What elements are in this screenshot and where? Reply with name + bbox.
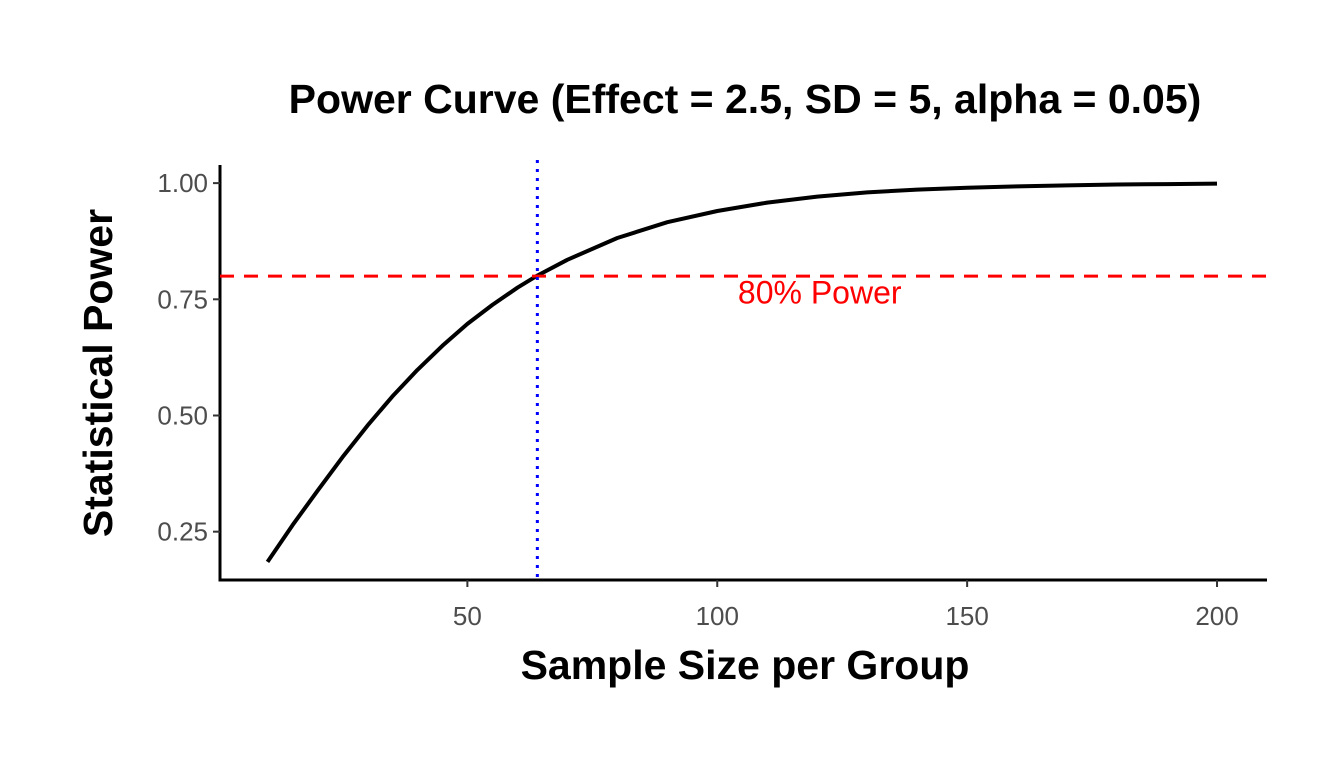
y-tick-label: 0.75 bbox=[157, 284, 208, 314]
y-axis-title: Statistical Power bbox=[75, 209, 121, 537]
x-tick-label: 50 bbox=[453, 601, 482, 631]
y-tick-label: 0.50 bbox=[157, 400, 208, 430]
chart-title: Power Curve (Effect = 2.5, SD = 5, alpha… bbox=[289, 76, 1202, 122]
x-tick-label: 200 bbox=[1195, 601, 1238, 631]
x-axis-title: Sample Size per Group bbox=[521, 642, 970, 688]
y-tick-label: 0.25 bbox=[157, 517, 208, 547]
power-annotation: 80% Power bbox=[738, 274, 902, 310]
x-tick-label: 100 bbox=[696, 601, 739, 631]
power-curve-line bbox=[265, 181, 1218, 564]
x-tick-label: 150 bbox=[945, 601, 988, 631]
y-tick-label: 1.00 bbox=[157, 168, 208, 198]
